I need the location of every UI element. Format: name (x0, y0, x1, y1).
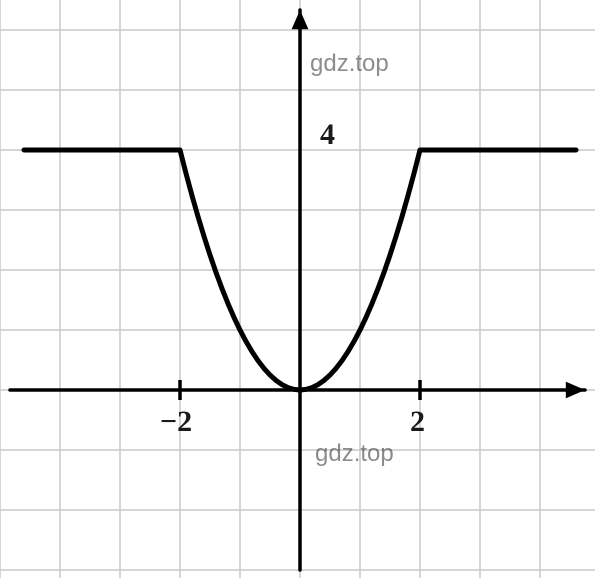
function-graph: −2 2 4 gdz.top gdz.top (0, 0, 595, 578)
label-y-4: 4 (320, 118, 335, 152)
chart-svg (0, 0, 595, 578)
label-x-pos2: 2 (410, 405, 425, 439)
label-x-neg2: −2 (160, 405, 192, 439)
